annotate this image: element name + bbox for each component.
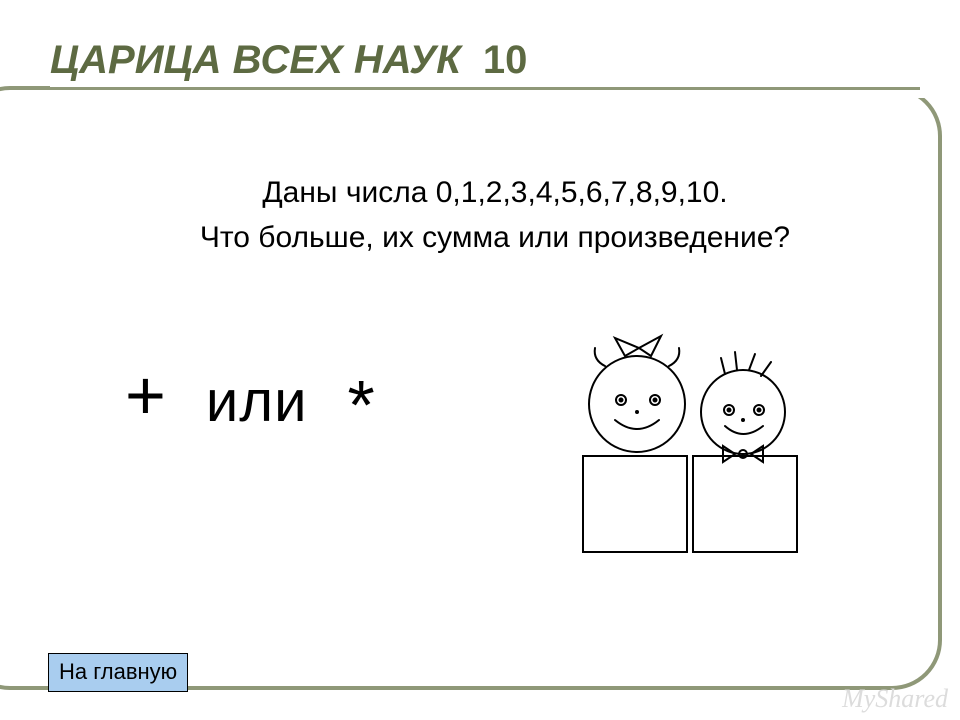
home-button[interactable]: На главную: [48, 653, 188, 692]
watermark: MyShared: [842, 684, 948, 714]
kids-illustration: [565, 320, 825, 560]
slide: ЦАРИЦА ВСЕХ НАУК 10 Даны числа 0,1,2,3,4,…: [0, 0, 960, 720]
asterisk-symbol: *: [348, 365, 375, 445]
question-line-1: Даны числа 0,1,2,3,4,5,6,7,8,9,10.: [90, 170, 900, 215]
title-category: ЦАРИЦА ВСЕХ НАУК: [50, 38, 461, 82]
plus-symbol: +: [125, 355, 166, 435]
or-word: или: [206, 368, 308, 435]
title-underline: [50, 87, 920, 90]
title-points: 10: [483, 38, 528, 82]
slide-title: ЦАРИЦА ВСЕХ НАУК 10: [50, 38, 920, 83]
question-line-2: Что больше, их сумма или произведение?: [90, 215, 900, 260]
operator-row: + или *: [125, 355, 375, 435]
kids-svg: [565, 320, 825, 560]
title-block: ЦАРИЦА ВСЕХ НАУК 10: [50, 38, 920, 90]
question-text: Даны числа 0,1,2,3,4,5,6,7,8,9,10. Что б…: [90, 170, 900, 260]
